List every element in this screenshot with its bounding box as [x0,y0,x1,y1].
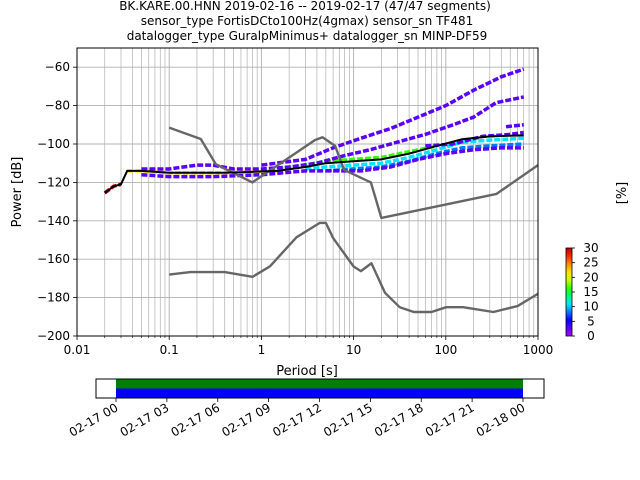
colorbar-gradient [565,247,573,337]
colorbar-tick-label: 25 [583,256,598,270]
y-tick-label: −80 [45,99,70,113]
availability-tick-label: 02-17 09 [219,400,273,439]
availability-tick-label: 02-17 03 [118,400,172,439]
colorbar-tick-label: 5 [587,314,595,328]
availability-bar [116,379,523,389]
x-tick-label: 10 [346,343,361,357]
y-tick-label: −140 [37,214,70,228]
density-band [261,67,525,167]
colorbar-tick-label: 30 [583,241,598,255]
noise-models [168,126,539,314]
colorbar-tick-label: 15 [583,285,598,299]
median-line [104,134,524,194]
y-tick-label: −180 [37,291,70,305]
colorbar-label: [%] [615,182,630,205]
colorbar-tick-label: 20 [583,270,598,284]
noise-model-nhnm [168,126,539,220]
x-axis: 0.01 0.1 1 10 100 1000 [64,336,554,357]
y-tick-label: −60 [45,60,70,74]
y-tick-label: −160 [37,252,70,266]
colorbar-tick-label: 0 [587,329,595,343]
x-tick-label: 0.01 [64,343,91,357]
colorbar-tick-label: 10 [583,300,598,314]
availability-tick-label: 02-17 21 [423,400,477,439]
availability-bar [116,388,523,398]
y-tick-label: −120 [37,175,70,189]
availability-tick-label: 02-17 15 [321,400,375,439]
availability-tick-label: 02-17 00 [67,400,121,439]
ppsd-plot: 0.01 0.1 1 10 100 1000 −60 −80 −100 −120 −140 −160… [10,47,554,379]
title-line-2: sensor_type FortisDCto100Hz(4gmax) senso… [141,14,473,28]
x-tick-label: 1000 [523,343,554,357]
availability-tick-label: 02-17 06 [169,400,223,439]
y-axis-label: Power [dB] [10,157,25,228]
availability-bars [116,379,523,398]
median-curve [104,134,524,194]
title-line-3: datalogger_type GuralpMinimus+ datalogge… [127,29,488,43]
x-tick-label: 1 [258,343,266,357]
availability-frame [95,378,545,399]
title-line-1: BK.KARE.00.HNN 2019-02-16 -- 2019-02-17 … [119,0,491,13]
availability-tick-label: 02-18 00 [474,400,528,439]
x-tick-label: 100 [434,343,457,357]
plot-frame [76,47,539,337]
density-band [141,146,524,179]
density-band [505,123,524,129]
density-band [141,95,525,171]
y-tick-label: −200 [37,329,70,343]
noise-model-nlnm [169,221,539,314]
y-axis: −60 −80 −100 −120 −140 −160 −180 −200 [37,60,77,343]
availability-tick-label: 02-17 18 [372,400,426,439]
availability-tick-label: 02-17 12 [270,400,324,439]
y-tick-label: −100 [37,137,70,151]
x-axis-label: Period [s] [276,364,338,379]
x-tick-label: 0.1 [160,343,179,357]
density-band [305,136,524,171]
